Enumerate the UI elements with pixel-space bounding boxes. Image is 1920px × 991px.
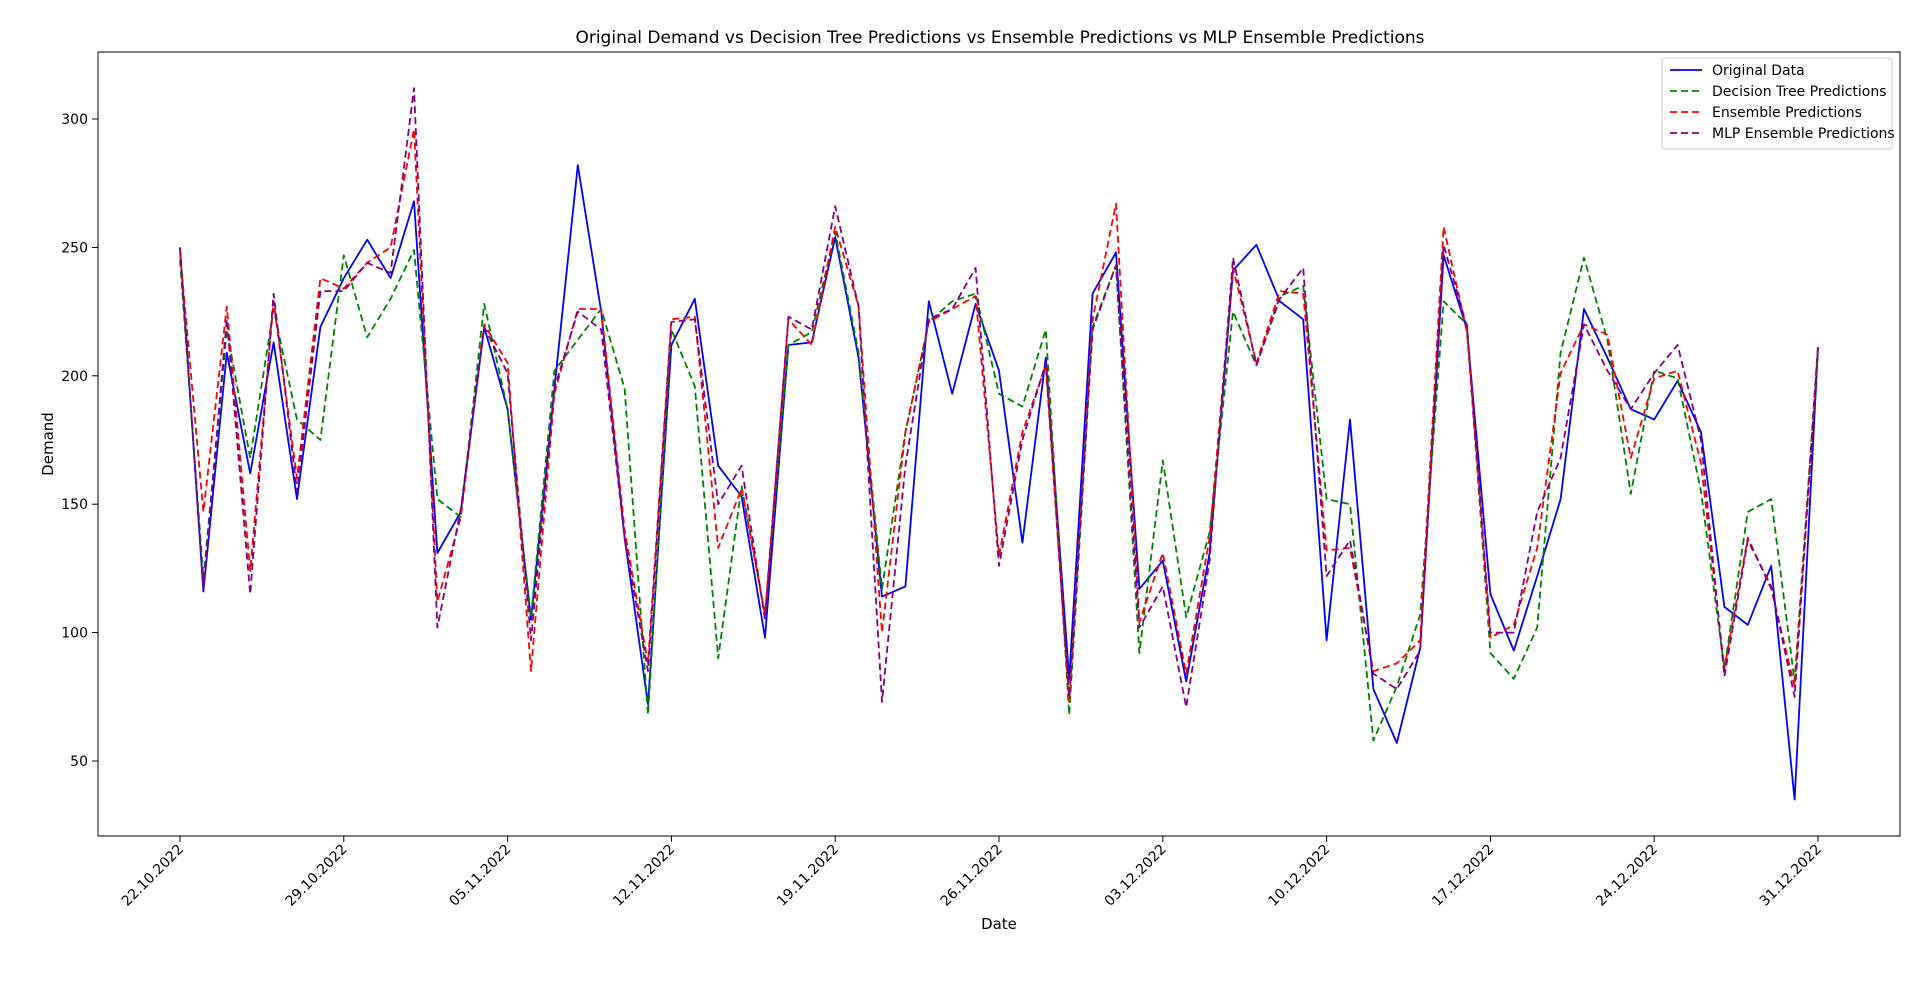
series-line-2 (179, 231, 1819, 742)
y-tick-label: 150 (61, 497, 88, 513)
series-layer (179, 87, 1819, 801)
legend-label-3: Ensemble Predictions (1712, 105, 1862, 121)
y-tick-label: 100 (61, 626, 88, 642)
x-axis-title: Date (981, 915, 1017, 933)
y-axis: 50 100 150 200 250 300 (61, 112, 98, 770)
y-axis-title: Demand (39, 412, 57, 476)
legend: Original Data Decision Tree Predictions En… (1661, 57, 1895, 150)
legend-label-2: Decision Tree Predictions (1712, 84, 1887, 100)
series-line-4 (179, 87, 1819, 708)
y-tick-label: 200 (61, 369, 88, 385)
legend-label-4: MLP Ensemble Predictions (1712, 126, 1895, 142)
series-line-1 (179, 164, 1819, 801)
legend-entries: Original Data Decision Tree Predictions En… (1670, 63, 1895, 142)
y-tick-label: 300 (61, 112, 88, 128)
chart-title: Original Demand vs Decision Tree Predict… (575, 28, 1424, 48)
y-tick-label: 250 (61, 240, 88, 256)
legend-label-1: Original Data (1712, 63, 1805, 79)
legend-box (1661, 57, 1893, 150)
y-tick-label: 50 (70, 754, 88, 770)
plot-frame (97, 51, 1901, 837)
